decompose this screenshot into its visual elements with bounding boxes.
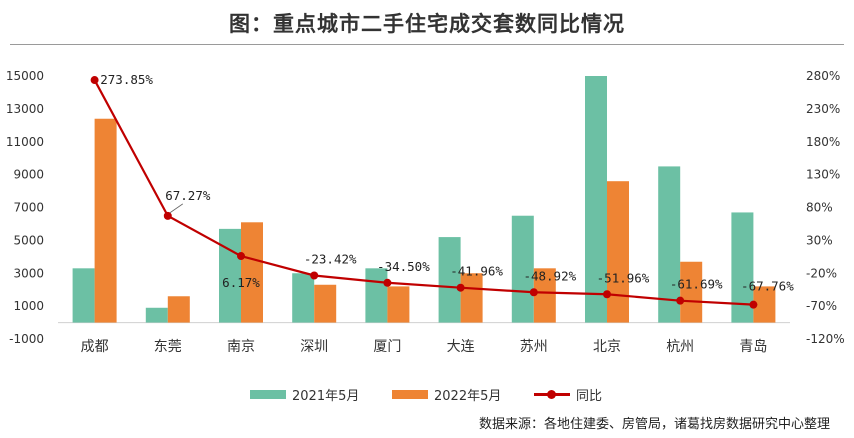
yoy-point-0 (90, 76, 99, 85)
bar-2021-7 (585, 76, 607, 323)
y-left-tick-label: 1000 (13, 299, 44, 313)
yoy-data-label: -67.76% (741, 279, 794, 294)
x-tick-label: 成都 (81, 339, 109, 355)
x-tick-label: 深圳 (300, 339, 328, 355)
legend-label-yoy: 同比 (576, 389, 603, 404)
y-right-tick-label: -70% (806, 299, 837, 313)
bar-2021-4 (365, 268, 388, 323)
bar-2022-2 (241, 222, 263, 323)
bar-2021-0 (72, 268, 95, 323)
y-left-tick-label: -1000 (9, 332, 44, 346)
bar-2021-6 (511, 215, 534, 323)
bar-2021-8 (658, 166, 681, 323)
yoy-data-label: 67.27% (165, 188, 211, 203)
yoy-point-2 (237, 252, 245, 261)
y-left-tick-label: 5000 (13, 233, 44, 247)
y-right-tick-label: 130% (806, 168, 840, 182)
source-note: 数据来源：各地住建委、房管局，诸葛找房数据研究中心整理 (478, 417, 830, 432)
chart-title: 图：重点城市二手住宅成交套数同比情况 (229, 11, 625, 36)
bar-2022-4 (387, 286, 410, 323)
yoy-data-label: -48.92% (523, 268, 576, 283)
legend-swatch-2022 (392, 390, 428, 399)
bar-2022-1 (167, 296, 190, 323)
bar-2022-5 (460, 273, 483, 323)
y-left-tick-label: 9000 (13, 168, 44, 182)
y-right-tick-label: -120% (806, 332, 845, 346)
bar-2022-6 (533, 268, 556, 323)
bar-2021-3 (292, 273, 315, 323)
legend-item-2021: 2021年5月 (250, 385, 359, 404)
yoy-point-8 (676, 296, 685, 305)
y-right-tick-label: 180% (806, 135, 840, 149)
x-tick-label: 青岛 (739, 339, 767, 355)
yoy-point-7 (603, 290, 611, 299)
yoy-point-4 (383, 278, 392, 287)
legend: 2021年5月 2022年5月 同比 (0, 385, 854, 405)
bar-2022-3 (314, 284, 337, 323)
yoy-point-9 (749, 300, 758, 309)
legend-item-2022: 2022年5月 (392, 385, 501, 404)
y-left-tick-label: 3000 (13, 266, 44, 280)
legend-swatch-yoy (534, 390, 570, 399)
label-leader-line (169, 203, 184, 214)
x-tick-label: 大连 (447, 339, 475, 355)
bar-2022-9 (753, 286, 776, 323)
x-tick-label: 厦门 (373, 339, 401, 355)
yoy-data-label: -61.69% (670, 277, 723, 292)
yoy-data-label: -34.50% (377, 259, 430, 274)
yoy-data-label: -51.96% (597, 270, 650, 285)
yoy-line (93, 79, 754, 306)
title-divider (10, 44, 844, 45)
yoy-data-label: 273.85% (100, 72, 153, 87)
yoy-data-label: 6.17% (222, 275, 260, 290)
combo-chart: -1000 1000 3000 5000 7000 9000 11000 13000 15000… (6, 69, 845, 355)
yoy-data-label: -23.42% (304, 251, 357, 266)
yoy-point-3 (310, 271, 319, 280)
bar-2021-9 (731, 212, 754, 323)
x-tick-label: 南京 (227, 339, 255, 355)
bar-2021-5 (438, 237, 461, 323)
y-right-tick-label: 230% (806, 102, 840, 116)
bar-2022-7 (607, 181, 629, 323)
y-left-tick-label: 7000 (13, 201, 44, 215)
legend-item-yoy: 同比 (534, 385, 602, 404)
y-right-tick-label: 280% (806, 69, 840, 83)
y-right-tick-label: -20% (806, 266, 837, 280)
x-tick-label: 东莞 (154, 339, 182, 355)
x-tick-label: 苏州 (520, 339, 548, 355)
x-tick-label: 杭州 (666, 339, 694, 355)
bar-2021-1 (145, 307, 168, 323)
yoy-point-6 (529, 288, 538, 297)
x-tick-label: 北京 (593, 339, 621, 355)
y-right-tick-label: 80% (806, 201, 833, 215)
bar-2022-0 (94, 118, 117, 323)
legend-swatch-2021 (250, 390, 286, 399)
legend-label-2021: 2021年5月 (292, 389, 360, 404)
y-left-tick-label: 13000 (6, 102, 44, 116)
yoy-point-5 (456, 283, 465, 292)
legend-label-2022: 2022年5月 (434, 389, 502, 404)
y-right-tick-label: 30% (806, 233, 833, 247)
y-left-tick-label: 11000 (6, 135, 44, 149)
y-left-tick-label: 15000 (6, 69, 44, 83)
yoy-data-label: -41.96% (450, 264, 503, 279)
bar-2022-8 (680, 261, 703, 323)
yoy-point-1 (163, 211, 172, 220)
